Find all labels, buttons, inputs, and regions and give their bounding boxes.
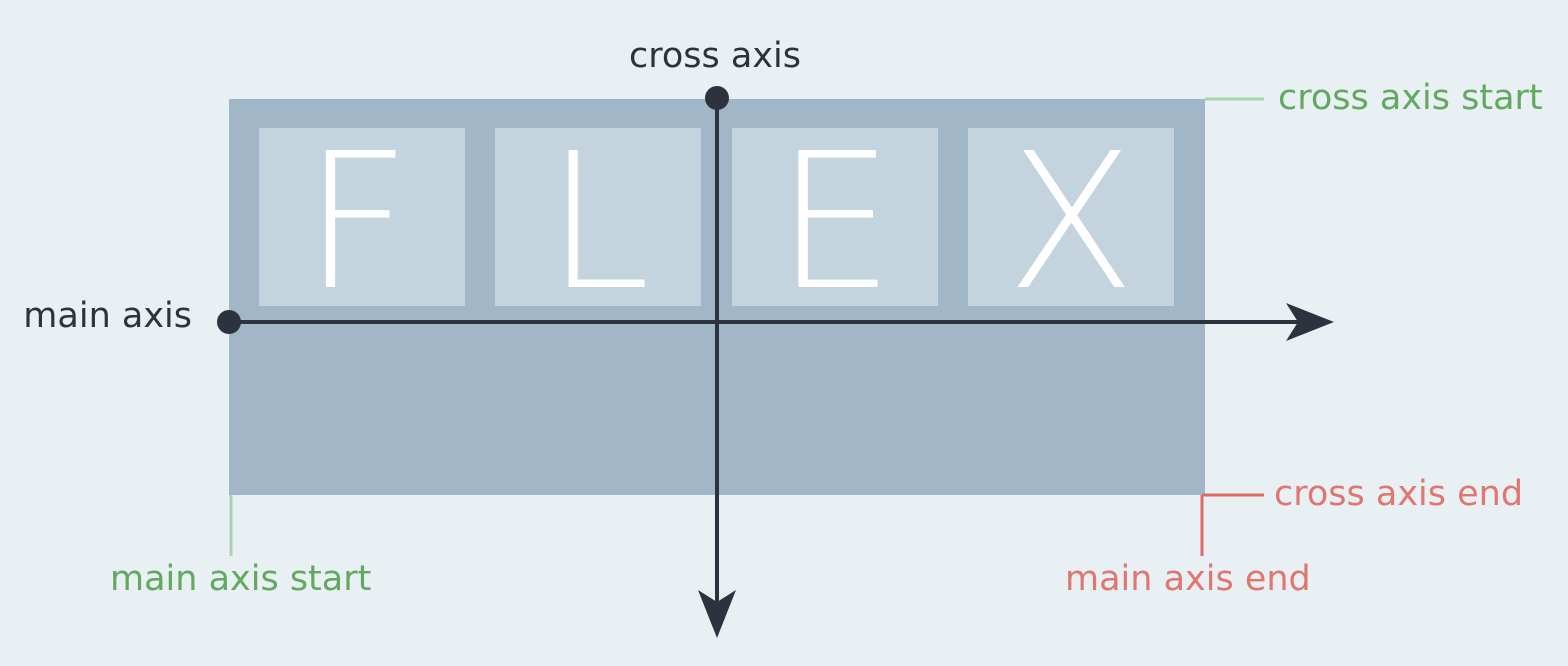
flex-item-letter: F xyxy=(303,113,411,332)
cross-axis-end-label: cross axis end xyxy=(1274,474,1523,514)
main-axis-arrowhead-icon xyxy=(1286,303,1334,341)
cross-axis-arrowhead-icon xyxy=(698,590,736,638)
cross-axis-start-label: cross axis start xyxy=(1278,78,1543,118)
flex-item-letter: E xyxy=(776,113,895,332)
flex-item-box xyxy=(968,128,1174,306)
main-axis-label: main axis xyxy=(23,296,192,336)
flex-item-box xyxy=(732,128,938,306)
flex-item-box xyxy=(495,128,701,306)
flex-item-2: L xyxy=(495,113,701,332)
cross-axis-arrow xyxy=(698,86,736,638)
flex-item-4: X xyxy=(968,113,1174,332)
main-axis-end-label: main axis end xyxy=(1065,559,1311,599)
main-axis-arrow xyxy=(217,303,1334,341)
flex-item-3: E xyxy=(732,113,938,332)
flex-item-1: F xyxy=(259,113,465,332)
cross-axis-origin-dot xyxy=(705,86,729,110)
main-axis-start-label: main axis start xyxy=(110,559,371,599)
main-axis-origin-dot xyxy=(217,310,241,334)
flex-item-letter: L xyxy=(546,113,651,332)
flex-item-box xyxy=(259,128,465,306)
cross-axis-label: cross axis xyxy=(629,36,801,76)
flex-item-letter: X xyxy=(1007,113,1136,332)
